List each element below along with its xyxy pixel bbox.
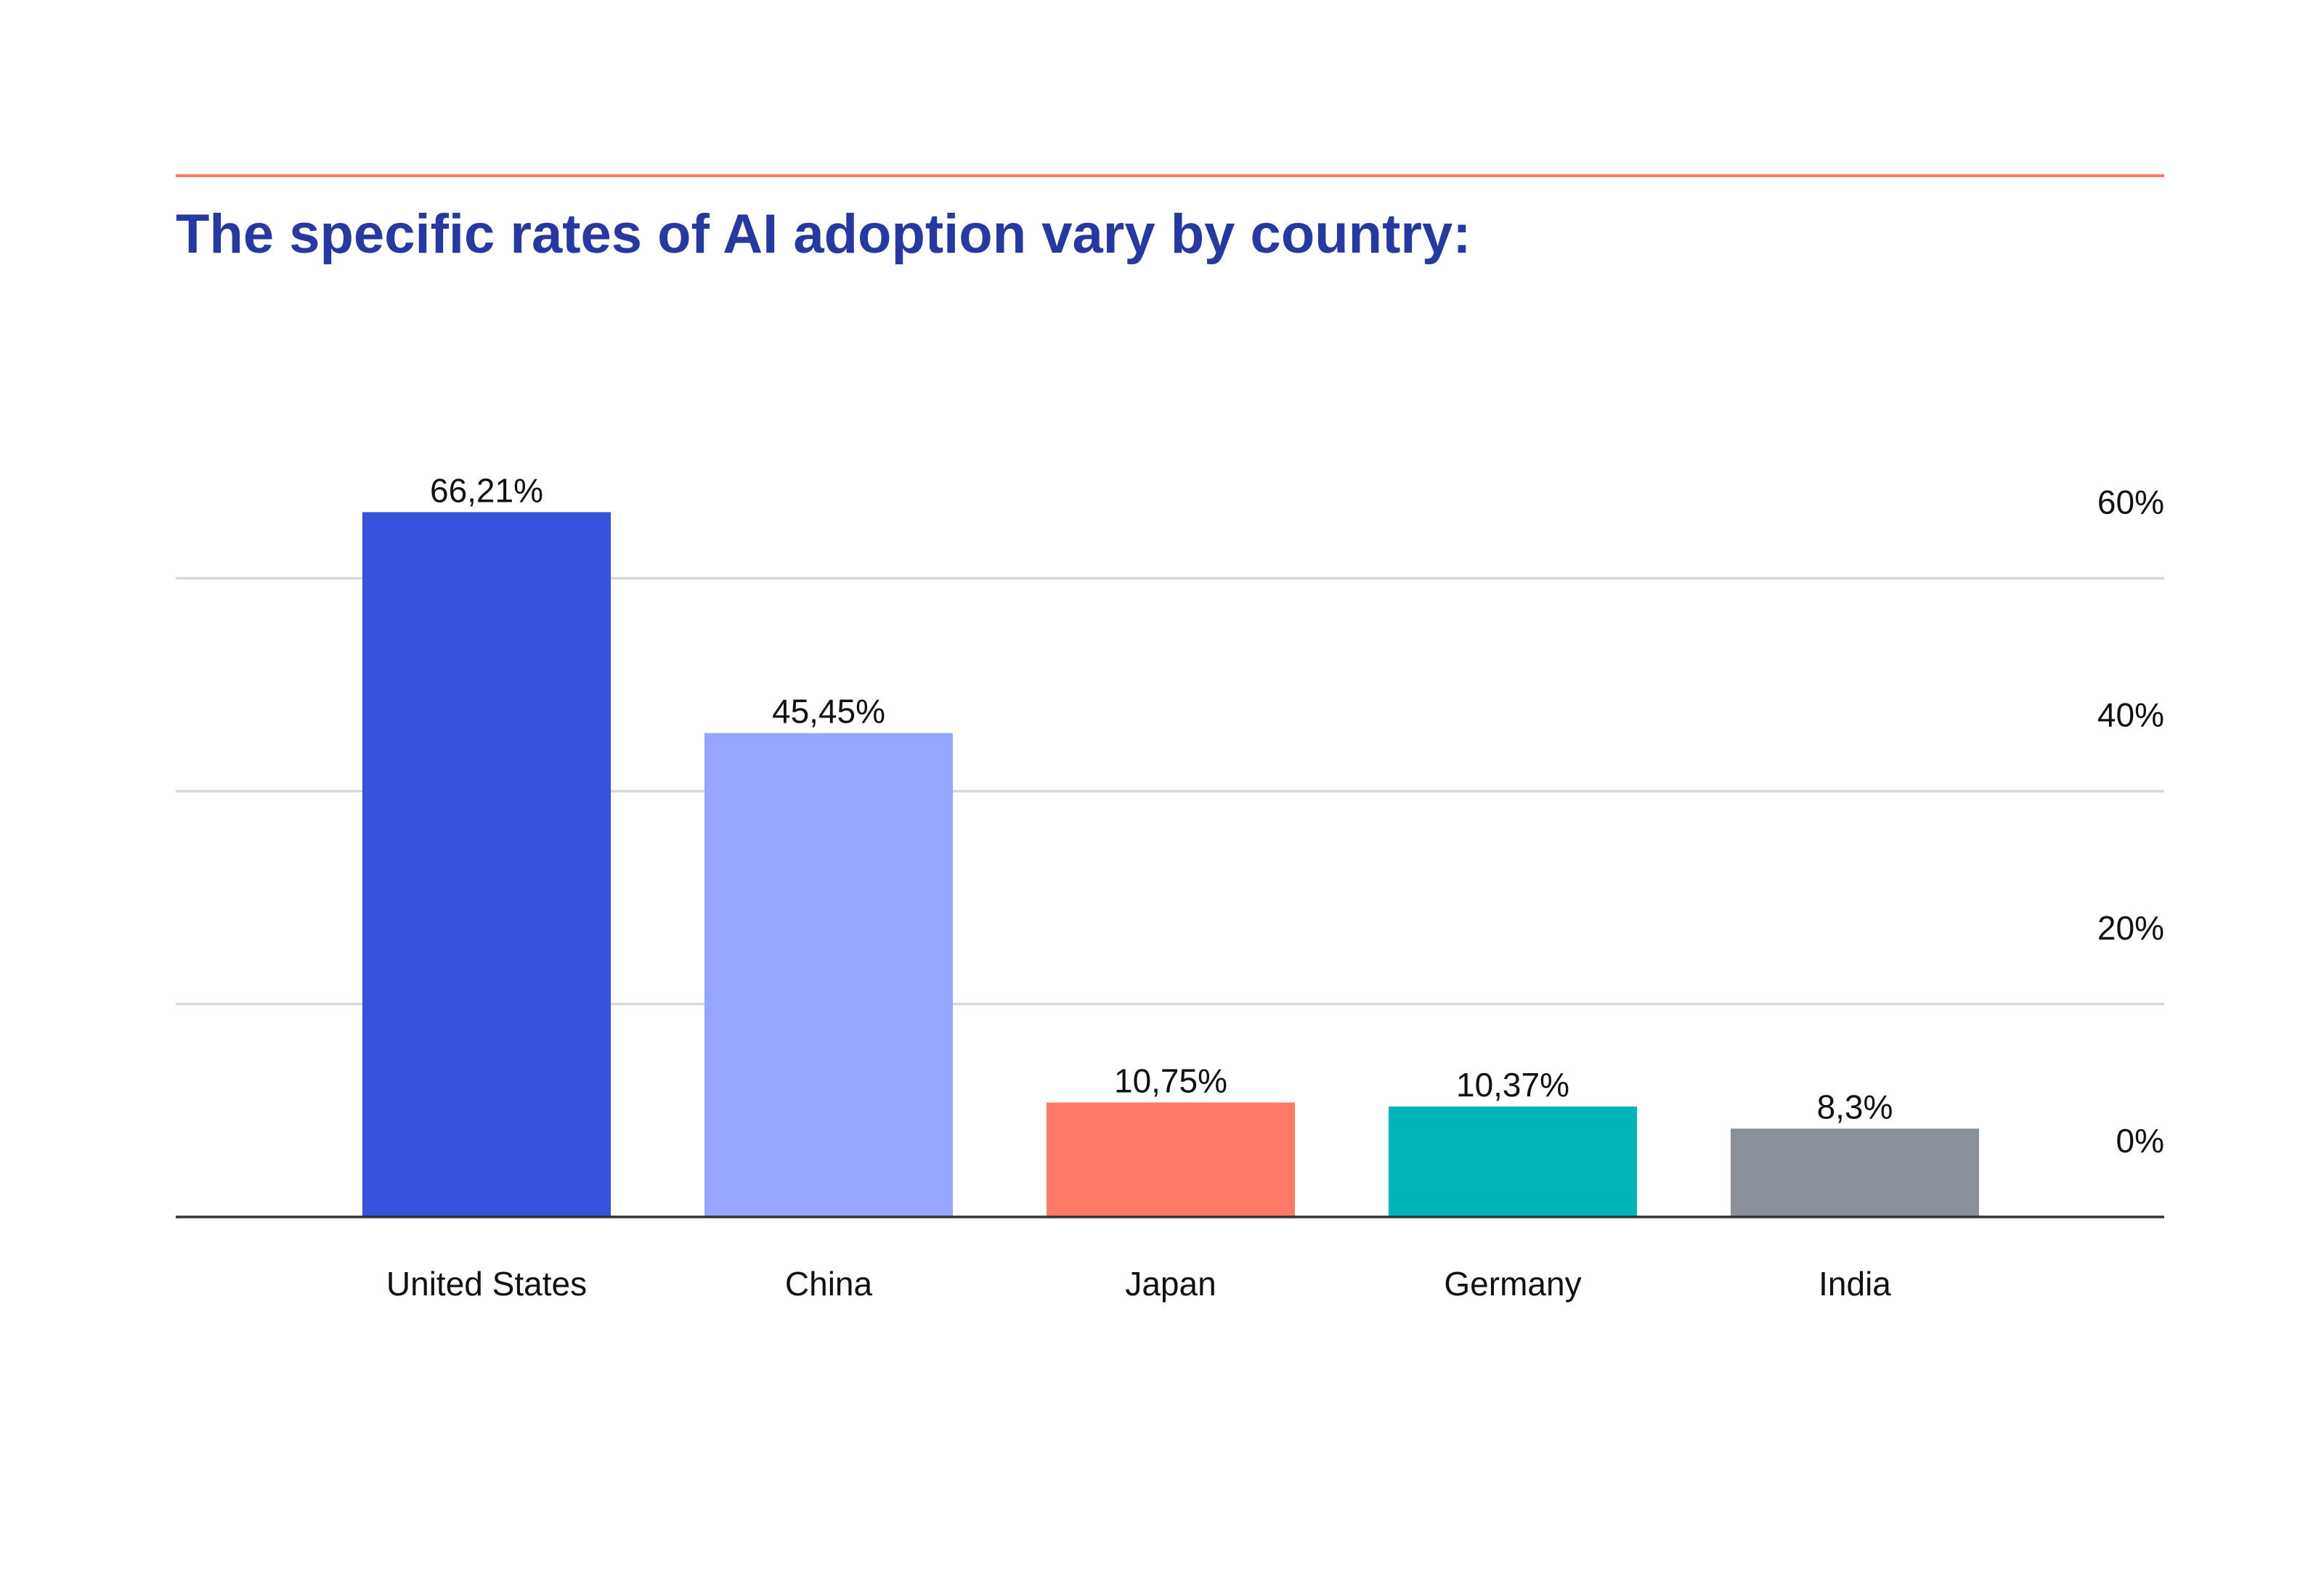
data-label: 66,21% xyxy=(430,471,543,509)
chart-title: The specific rates of AI adoption vary b… xyxy=(176,203,1471,265)
category-label: India xyxy=(1819,1265,1891,1303)
category-label: Japan xyxy=(1125,1265,1216,1303)
bar xyxy=(362,512,611,1217)
data-label: 8,3% xyxy=(1817,1088,1893,1125)
y-tick-label: 0% xyxy=(2116,1122,2164,1160)
y-tick-label: 20% xyxy=(2097,909,2164,947)
bar xyxy=(1731,1128,1979,1217)
data-label: 45,45% xyxy=(772,693,885,730)
category-labels: United States China Japan Germany India xyxy=(386,1265,1891,1303)
bar xyxy=(1047,1102,1295,1217)
bar xyxy=(704,733,953,1217)
category-label: China xyxy=(785,1265,873,1303)
y-tick-label: 40% xyxy=(2097,696,2164,734)
data-label: 10,75% xyxy=(1114,1062,1227,1099)
category-label: United States xyxy=(386,1265,587,1303)
data-label: 10,37% xyxy=(1456,1066,1569,1104)
y-tick-label: 60% xyxy=(2097,483,2164,521)
bars xyxy=(362,512,1979,1217)
data-labels: 66,21% 45,45% 10,75% 10,37% 8,3% xyxy=(430,471,1893,1125)
bar xyxy=(1389,1106,1637,1217)
category-label: Germany xyxy=(1444,1265,1581,1303)
y-axis-ticks: 0% 20% 40% 60% xyxy=(2097,483,2164,1160)
